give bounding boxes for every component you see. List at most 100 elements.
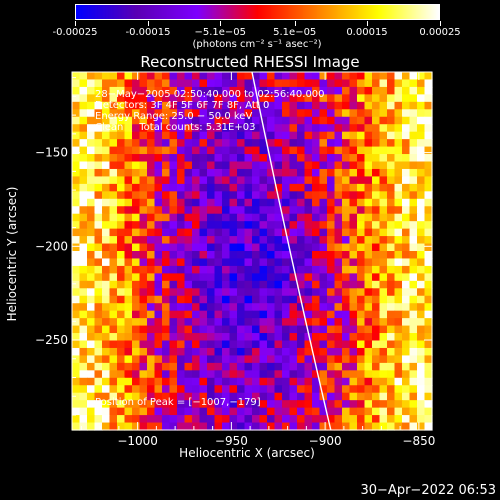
image-pixel xyxy=(334,258,343,267)
image-pixel xyxy=(102,221,111,230)
image-pixel xyxy=(139,362,148,371)
image-pixel xyxy=(192,72,201,81)
image-pixel xyxy=(274,206,283,215)
image-pixel xyxy=(259,400,268,409)
image-pixel xyxy=(319,258,328,267)
image-pixel xyxy=(357,72,366,81)
image-pixel xyxy=(342,362,351,371)
image-pixel xyxy=(402,295,411,304)
image-pixel xyxy=(394,251,403,260)
image-pixel xyxy=(387,415,396,424)
image-pixel xyxy=(379,288,388,297)
image-pixel xyxy=(417,318,426,327)
image-pixel xyxy=(207,213,216,222)
image-pixel xyxy=(207,273,216,282)
image-pixel xyxy=(207,385,216,394)
image-pixel xyxy=(349,400,358,409)
image-pixel xyxy=(117,243,126,252)
image-pixel xyxy=(169,161,178,170)
image-pixel xyxy=(87,191,96,200)
image-pixel xyxy=(364,206,373,215)
image-pixel xyxy=(207,183,216,192)
image-pixel xyxy=(124,94,133,103)
image-pixel xyxy=(282,124,291,133)
image-pixel xyxy=(124,280,133,289)
image-pixel xyxy=(109,288,118,297)
image-pixel xyxy=(147,191,156,200)
image-pixel xyxy=(312,385,321,394)
image-pixel xyxy=(319,251,328,260)
image-pixel xyxy=(162,198,171,207)
image-pixel xyxy=(229,243,238,252)
image-pixel xyxy=(184,176,193,185)
image-pixel xyxy=(124,340,133,349)
image-pixel xyxy=(192,422,201,431)
image-pixel xyxy=(87,139,96,148)
image-pixel xyxy=(424,318,433,327)
image-pixel xyxy=(282,101,291,110)
image-pixel xyxy=(424,265,433,274)
colorbar-tick-label: -0.00025 xyxy=(52,27,98,38)
image-pixel xyxy=(102,236,111,245)
image-pixel xyxy=(379,213,388,222)
image-pixel xyxy=(394,407,403,416)
image-pixel xyxy=(244,265,253,274)
image-pixel xyxy=(72,101,81,110)
image-pixel xyxy=(154,415,163,424)
image-pixel xyxy=(199,333,208,342)
image-pixel xyxy=(357,124,366,133)
image-pixel xyxy=(409,347,418,357)
image-pixel xyxy=(304,198,313,207)
image-pixel xyxy=(192,139,201,148)
image-pixel xyxy=(267,347,276,357)
image-pixel xyxy=(417,422,426,431)
image-pixel xyxy=(409,86,418,95)
image-pixel xyxy=(124,183,133,192)
image-pixel xyxy=(327,86,336,95)
image-pixel xyxy=(259,407,268,416)
image-pixel xyxy=(357,400,366,409)
image-pixel xyxy=(94,422,103,431)
image-pixel xyxy=(274,415,283,424)
image-pixel xyxy=(364,221,373,230)
image-pixel xyxy=(357,325,366,334)
image-pixel xyxy=(124,392,133,401)
image-pixel xyxy=(124,139,133,148)
image-pixel xyxy=(177,161,186,170)
image-pixel xyxy=(312,176,321,185)
image-pixel xyxy=(184,72,193,81)
image-pixel xyxy=(327,258,336,267)
image-pixel xyxy=(379,86,388,95)
image-pixel xyxy=(177,139,186,148)
image-pixel xyxy=(117,370,126,379)
image-pixel xyxy=(319,243,328,252)
image-pixel xyxy=(237,94,246,103)
image-pixel xyxy=(394,79,403,88)
image-pixel xyxy=(192,385,201,394)
image-pixel xyxy=(402,400,411,409)
image-pixel xyxy=(222,124,231,133)
image-pixel xyxy=(139,340,148,349)
image-pixel xyxy=(177,146,186,155)
image-pixel xyxy=(267,400,276,409)
image-pixel xyxy=(229,280,238,289)
image-pixel xyxy=(424,303,433,312)
image-pixel xyxy=(109,377,118,386)
image-pixel xyxy=(342,385,351,394)
image-pixel xyxy=(222,325,231,334)
image-pixel xyxy=(109,176,118,185)
image-pixel xyxy=(184,109,193,118)
image-pixel xyxy=(184,243,193,252)
image-pixel xyxy=(319,422,328,431)
image-pixel xyxy=(387,139,396,148)
image-pixel xyxy=(364,377,373,386)
image-pixel xyxy=(327,154,336,163)
image-pixel xyxy=(282,422,291,431)
image-pixel xyxy=(342,243,351,252)
image-pixel xyxy=(304,385,313,394)
image-pixel xyxy=(94,310,103,319)
image-pixel xyxy=(102,213,111,222)
image-pixel xyxy=(199,280,208,289)
image-pixel xyxy=(289,333,298,342)
image-pixel xyxy=(109,310,118,319)
